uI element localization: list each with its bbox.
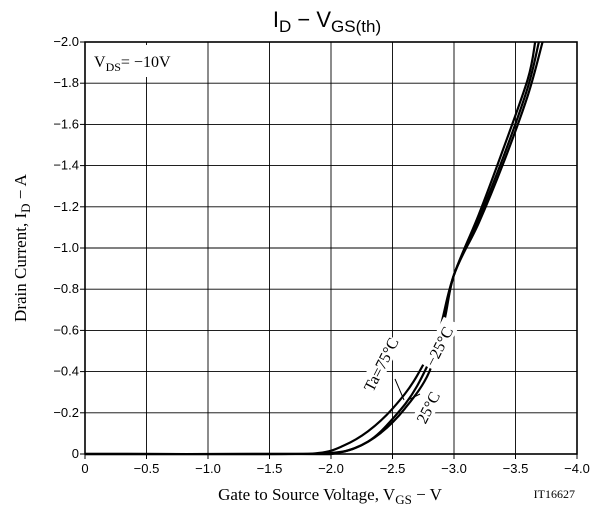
y-tick-label: −0.6 — [53, 322, 79, 337]
x-tick-label: −2.0 — [318, 461, 344, 476]
y-tick-label: −0.8 — [53, 281, 79, 296]
series-label-minus25: −25°C — [423, 324, 457, 369]
x-tick-label: −0.5 — [134, 461, 160, 476]
y-tick-label: −0.4 — [53, 364, 79, 379]
figure-code: IT16627 — [534, 487, 575, 501]
chart-title: ID − VGS(th) — [273, 7, 381, 36]
x-tick-label: −1.0 — [195, 461, 221, 476]
x-tick-label: −1.5 — [257, 461, 283, 476]
series-label-75: Ta=75°C — [361, 335, 402, 394]
x-tick-label: −3.5 — [503, 461, 529, 476]
y-tick-label: 0 — [72, 446, 79, 461]
x-tick-label: −3.0 — [441, 461, 467, 476]
y-tick-label: −1.6 — [53, 116, 79, 131]
y-tick-label: −1.2 — [53, 199, 79, 214]
x-axis-label: Gate to Source Voltage, VGS − V — [218, 485, 442, 507]
y-tick-label: −0.2 — [53, 405, 79, 420]
y-tick-label: −1.0 — [53, 240, 79, 255]
x-tick-label: 0 — [81, 461, 88, 476]
y-tick-label: −2.0 — [53, 34, 79, 49]
label-leader-75 — [395, 379, 404, 400]
y-tick-label: −1.4 — [53, 158, 79, 173]
x-tick-label: −4.0 — [564, 461, 590, 476]
y-tick-label: −1.8 — [53, 75, 79, 90]
y-axis-label: Drain Current, ID − A — [11, 173, 33, 322]
x-tick-label: −2.5 — [380, 461, 406, 476]
